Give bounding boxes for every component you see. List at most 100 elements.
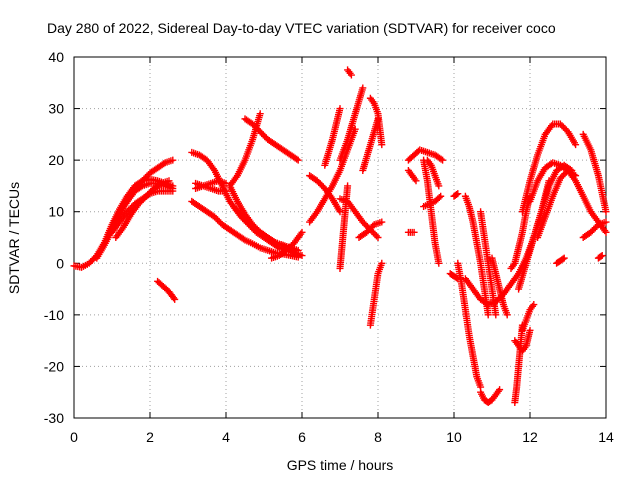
series-layer [70,66,610,407]
data-point-plus [249,225,257,233]
data-point-plus [141,174,149,182]
data-point-plus [144,191,152,199]
y-tick-label: 10 [48,204,64,220]
x-tick-label: 14 [598,429,614,445]
series-arc-17 [306,125,359,226]
series-arc-27 [404,146,447,164]
data-point-plus [602,208,610,216]
data-point-plus [248,224,256,232]
series-arc-43 [511,326,534,355]
series-arc-15 [268,228,306,262]
x-tick-label: 8 [374,429,382,445]
data-point-plus [378,141,386,149]
data-point-plus [140,175,148,183]
data-point-plus [135,200,143,208]
data-point-plus [136,198,144,206]
data-point-plus [530,301,538,309]
data-point-plus [88,256,96,264]
tick-layer [73,56,607,419]
data-point-plus [237,213,245,221]
series-arc-26 [366,94,386,149]
plot-frame [73,56,607,419]
y-tick-label: 40 [48,49,64,65]
data-point-plus [261,132,269,140]
data-point-plus [313,177,321,185]
series-arc-38 [461,192,492,319]
series-arc-51 [553,254,568,267]
data-point-plus [256,110,264,118]
x-axis-label: GPS time / hours [287,457,394,473]
data-point-plus [169,187,177,195]
data-point-plus [439,156,447,164]
data-point-plus [239,214,247,222]
y-tick-label: -30 [44,410,64,426]
data-point-plus [85,259,93,267]
series-arc-49 [579,130,610,216]
data-point-plus [558,122,566,130]
data-point-plus [602,228,610,236]
data-point-plus [362,221,370,229]
data-point-plus [318,181,326,189]
data-point-plus [259,131,267,139]
series-arc-31 [404,228,418,236]
data-point-plus [87,258,95,266]
data-point-plus [316,180,324,188]
series-arc-21 [359,115,382,174]
data-point-plus [372,232,380,240]
data-point-plus [138,197,146,205]
series-arc-22 [336,182,352,272]
data-point-plus [503,311,511,319]
data-point-plus [222,187,230,195]
series-arc-30 [423,156,443,190]
series-arc-41 [511,321,526,407]
series-arc-04 [116,156,177,216]
data-point-plus [559,171,567,179]
data-point-plus [253,125,261,133]
x-tick-labels: 0 2 4 6 8 10 12 14 [70,429,614,445]
series-arc-13 [226,110,264,190]
data-point-plus [336,105,344,113]
data-point-plus [598,252,606,260]
data-point-plus [171,295,179,303]
data-point-plus [364,227,372,235]
x-tick-label: 6 [298,429,306,445]
series-arc-11 [226,182,302,254]
data-point-plus [293,155,301,163]
data-point-plus [344,182,352,190]
data-point-plus [222,179,230,187]
x-tick-label: 10 [446,429,462,445]
data-point-plus [369,229,377,237]
data-point-plus [294,156,302,164]
data-point-plus [298,228,306,236]
y-tick-label: 30 [48,101,64,117]
data-point-plus [255,126,263,134]
data-point-plus [215,218,223,226]
data-point-plus [212,214,220,222]
data-point-plus [360,220,368,228]
data-point-plus [298,252,306,260]
data-point-plus [315,178,323,186]
data-point-plus [437,192,445,200]
data-point-plus [492,311,500,319]
data-point-plus [287,242,295,250]
y-tick-label: 20 [48,152,64,168]
x-tick-label: 0 [70,429,78,445]
data-point-plus [336,208,344,216]
data-point-plus [249,120,257,128]
data-point-plus [243,219,251,227]
data-point-plus [242,218,250,226]
series-arc-05 [112,177,173,241]
data-point-plus [556,174,564,182]
series-arc-42 [518,301,538,334]
data-point-plus [367,224,375,232]
series-arc-23 [344,66,355,79]
data-point-plus [484,311,492,319]
y-axis-label: SDTVAR / TECUs [6,182,22,294]
data-point-plus [258,129,266,137]
data-point-plus [141,194,149,202]
series-arc-47 [518,120,580,216]
data-point-plus [437,155,445,163]
data-point-plus [246,222,254,230]
data-point-plus [211,213,219,221]
